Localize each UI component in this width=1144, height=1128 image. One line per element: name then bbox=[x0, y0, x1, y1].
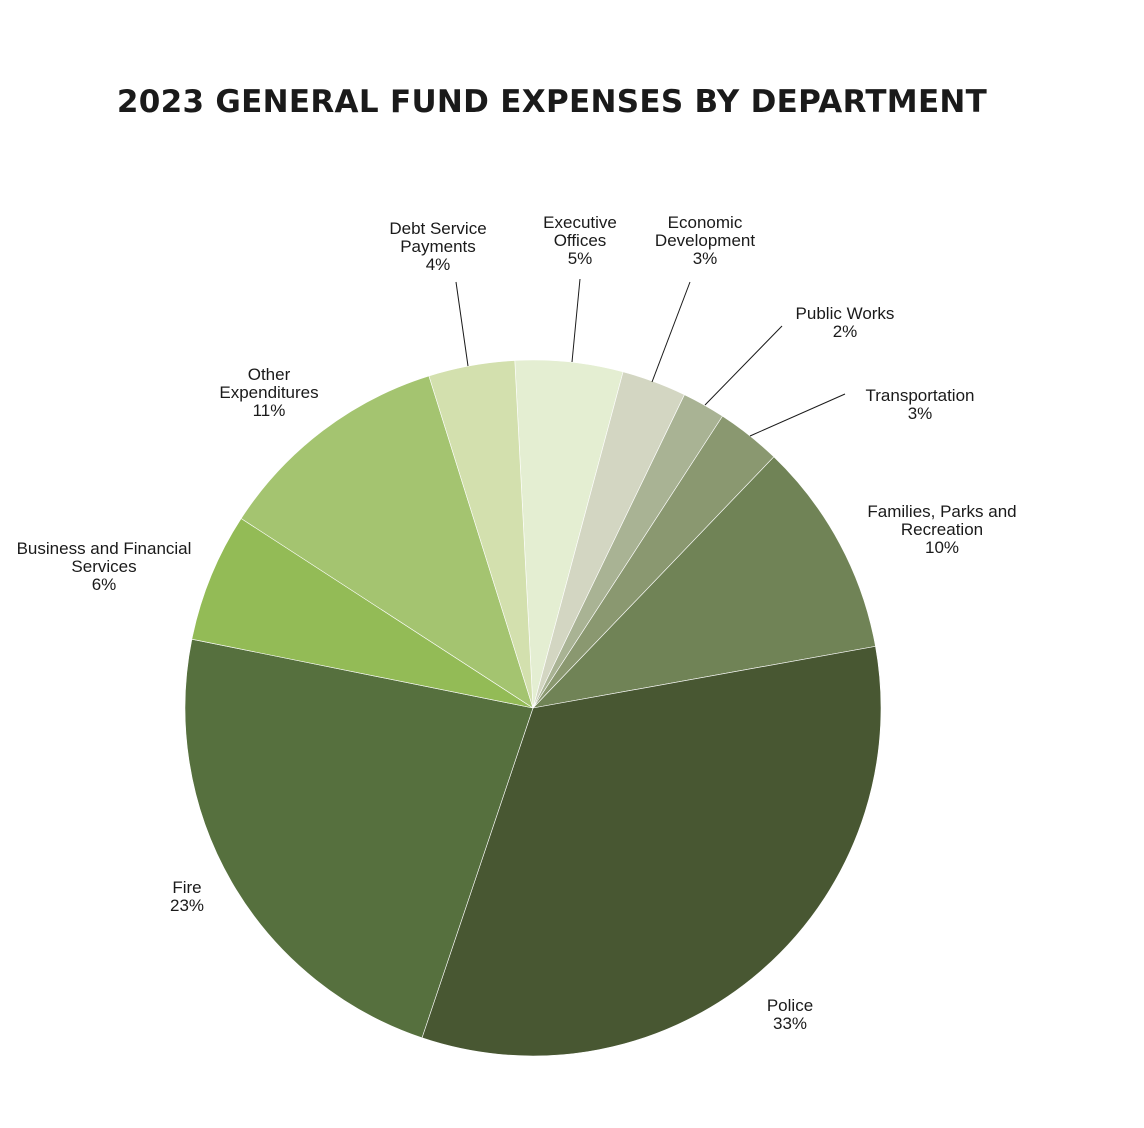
leader-line bbox=[571, 278, 581, 363]
slice-label-percent: 5% bbox=[567, 249, 593, 268]
chart-title: 2023 GENERAL FUND EXPENSES BY DEPARTMENT bbox=[116, 84, 988, 120]
slice-label-name: Police bbox=[766, 996, 814, 1015]
slice-label-name: Recreation bbox=[900, 520, 984, 539]
slice-label: Families, Parks and Recreation 10% bbox=[867, 503, 1016, 557]
slice-label: Economic Development 3% bbox=[655, 214, 755, 268]
slice-label: Transportation 3% bbox=[866, 387, 975, 423]
slice-label: Police 33% bbox=[767, 997, 813, 1033]
slice-label-percent: 10% bbox=[924, 538, 960, 557]
slice-label-percent: 2% bbox=[832, 322, 858, 341]
pie-slice-other-expenditures bbox=[240, 375, 534, 709]
slice-label: Business and Financial Services 6% bbox=[17, 540, 192, 594]
pie-slice-families-parks-and-recreation bbox=[532, 456, 876, 709]
slice-label-name: Executive bbox=[543, 213, 617, 232]
slice-label-name: Payments bbox=[400, 237, 476, 256]
slice-label-percent: 11% bbox=[252, 401, 286, 420]
slice-label-percent: 23% bbox=[169, 896, 205, 915]
slice-label-name: Fire bbox=[172, 878, 202, 897]
slice-label-name: Families, Parks and bbox=[867, 502, 1017, 521]
slice-label-name: Services bbox=[71, 557, 137, 576]
pie-slice-police bbox=[421, 646, 882, 1057]
slice-label-name: Offices bbox=[553, 231, 607, 250]
slice-label-percent: 6% bbox=[91, 575, 117, 594]
slice-label-name: Economic bbox=[667, 213, 743, 232]
slice-label-percent: 3% bbox=[692, 249, 718, 268]
slice-label-name: Business and Financial bbox=[16, 539, 192, 558]
leader-line bbox=[455, 281, 469, 367]
leader-line bbox=[704, 325, 783, 406]
slice-label: Debt Service Payments 4% bbox=[389, 220, 486, 274]
pie-slice-fire bbox=[184, 638, 534, 1039]
slice-label: Fire 23% bbox=[170, 879, 204, 915]
slice-label-percent: 33% bbox=[772, 1014, 808, 1033]
slice-label-name: Transportation bbox=[865, 386, 975, 405]
slice-label-name: Debt Service bbox=[389, 219, 487, 238]
slice-label-percent: 3% bbox=[907, 404, 933, 423]
slice-label-name: Expenditures bbox=[219, 383, 319, 402]
slice-label: Public Works 2% bbox=[796, 305, 895, 341]
leader-line bbox=[651, 281, 691, 383]
slice-label-name: Other bbox=[247, 365, 291, 384]
slice-label: Other Expenditures 11% bbox=[219, 366, 318, 420]
slice-label-name: Public Works bbox=[795, 304, 895, 323]
pie-slice-business-and-financial-services bbox=[191, 518, 534, 709]
slice-label: Executive Offices 5% bbox=[543, 214, 617, 268]
pie-slice-debt-service-payments bbox=[428, 360, 534, 709]
slice-label-name: Development bbox=[654, 231, 756, 250]
leader-line bbox=[749, 393, 846, 437]
slice-label-percent: 4% bbox=[425, 255, 451, 274]
